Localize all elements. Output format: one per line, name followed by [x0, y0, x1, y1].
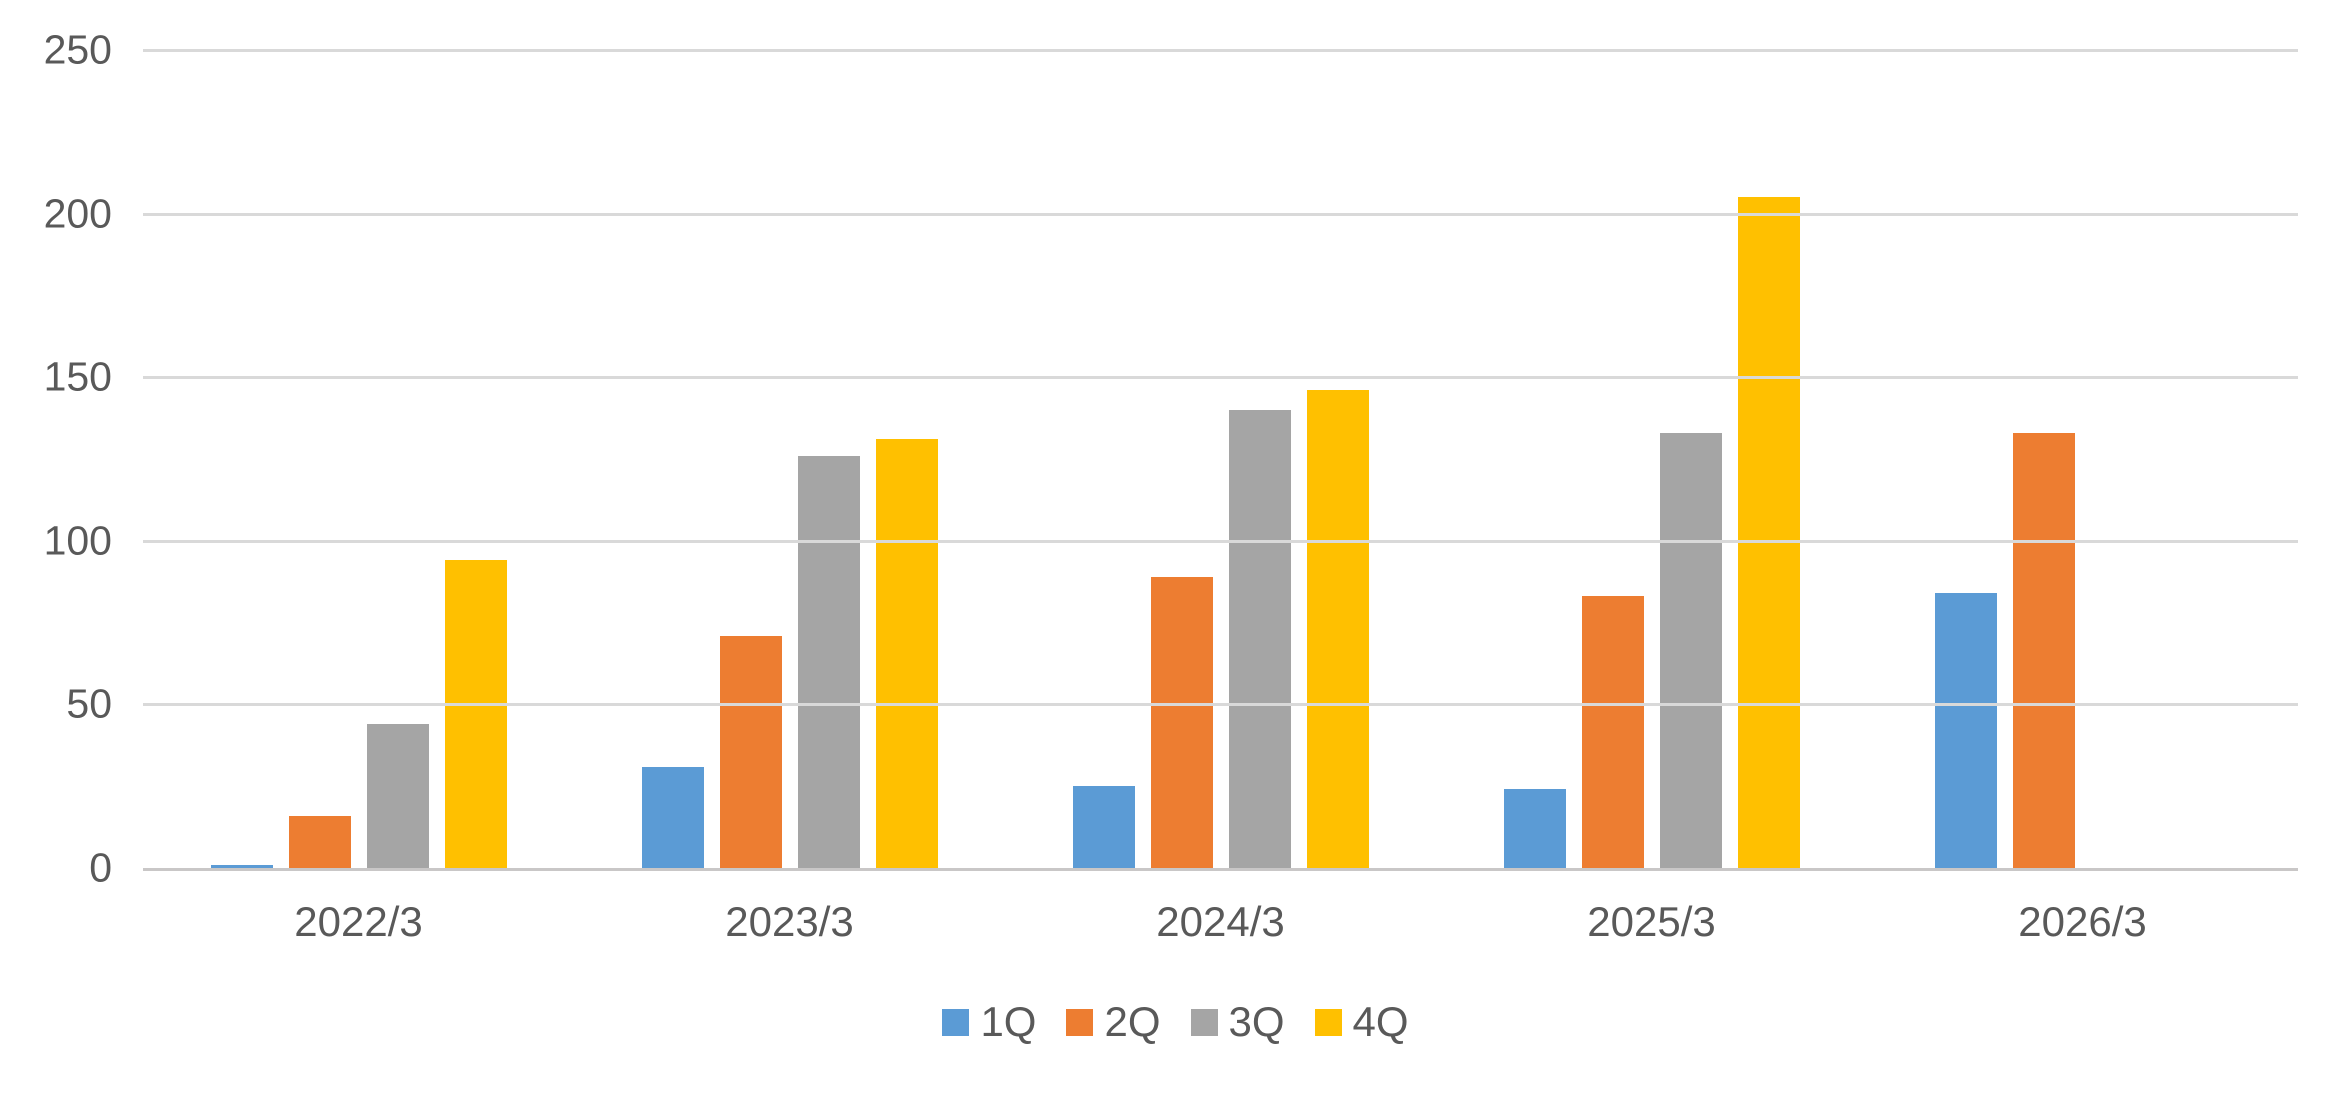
legend-label-3q: 3Q [1228, 998, 1285, 1045]
legend: 1Q 2Q 3Q 4Q [0, 998, 2351, 1046]
legend-item-1q: 1Q [942, 998, 1036, 1046]
bar-group-2023-3 [574, 50, 1005, 868]
bar-2q-2023-3 [719, 635, 782, 868]
legend-label-2q: 2Q [1104, 998, 1161, 1045]
y-tick-label-150: 150 [43, 353, 112, 400]
x-axis: 2022/3 2023/3 2024/3 2025/3 2026/3 [143, 898, 2298, 946]
bar-1q-2022-3 [210, 864, 273, 868]
y-tick-label-200: 200 [43, 190, 112, 237]
legend-label-4q: 4Q [1352, 998, 1409, 1045]
plot-area [143, 49, 2298, 871]
bar-2q-2025-3 [1581, 596, 1644, 868]
y-tick-label-50: 50 [66, 680, 112, 727]
legend-label-1q: 1Q [980, 998, 1037, 1045]
legend-swatch-4q-icon [1314, 1008, 1342, 1036]
gridline-150 [143, 376, 2298, 380]
bar-2q-2026-3 [2012, 432, 2075, 868]
bar-1q-2024-3 [1072, 786, 1135, 868]
y-tick-label-100: 100 [43, 517, 112, 564]
x-axis-line [143, 868, 2298, 871]
bar-group-2024-3 [1005, 50, 1436, 868]
gridline-200 [143, 212, 2298, 216]
x-tick-label-2024-3: 2024/3 [1156, 898, 1285, 945]
y-tick-label-250: 250 [43, 26, 112, 73]
bar-3q-2022-3 [366, 724, 429, 868]
legend-item-4q: 4Q [1314, 998, 1409, 1046]
bar-group-2025-3 [1436, 50, 1867, 868]
legend-swatch-2q-icon [1066, 1008, 1094, 1036]
bar-3q-2025-3 [1659, 432, 1722, 868]
legend-swatch-1q-icon [942, 1008, 970, 1036]
bar-groups [143, 50, 2298, 868]
x-tick-label-2026-3: 2026/3 [2018, 898, 2147, 945]
bar-4q-2023-3 [875, 439, 938, 868]
bar-1q-2026-3 [1934, 593, 1997, 868]
bar-group-2026-3 [1867, 50, 2298, 868]
bar-2q-2024-3 [1150, 576, 1213, 868]
x-tick-label-2022-3: 2022/3 [294, 898, 423, 945]
y-axis: 0 50 100 150 200 250 [0, 27, 112, 891]
y-tick-label-0: 0 [89, 844, 112, 891]
bar-3q-2023-3 [797, 455, 860, 868]
bar-4q-2024-3 [1306, 390, 1369, 868]
bar-4q-2025-3 [1737, 197, 1800, 868]
bar-1q-2025-3 [1503, 789, 1566, 868]
x-tick-label-2023-3: 2023/3 [725, 898, 854, 945]
gridline-100 [143, 539, 2298, 543]
gridline-50 [143, 703, 2298, 707]
legend-item-3q: 3Q [1190, 998, 1285, 1046]
bar-2q-2022-3 [288, 815, 351, 868]
bar-group-2022-3 [143, 50, 574, 868]
bar-3q-2024-3 [1228, 409, 1291, 868]
gridline-250 [143, 49, 2298, 52]
legend-swatch-3q-icon [1190, 1008, 1218, 1036]
legend-item-2q: 2Q [1066, 998, 1161, 1046]
bar-4q-2022-3 [444, 560, 507, 868]
bar-1q-2023-3 [641, 766, 704, 868]
x-tick-label-2025-3: 2025/3 [1587, 898, 1716, 945]
